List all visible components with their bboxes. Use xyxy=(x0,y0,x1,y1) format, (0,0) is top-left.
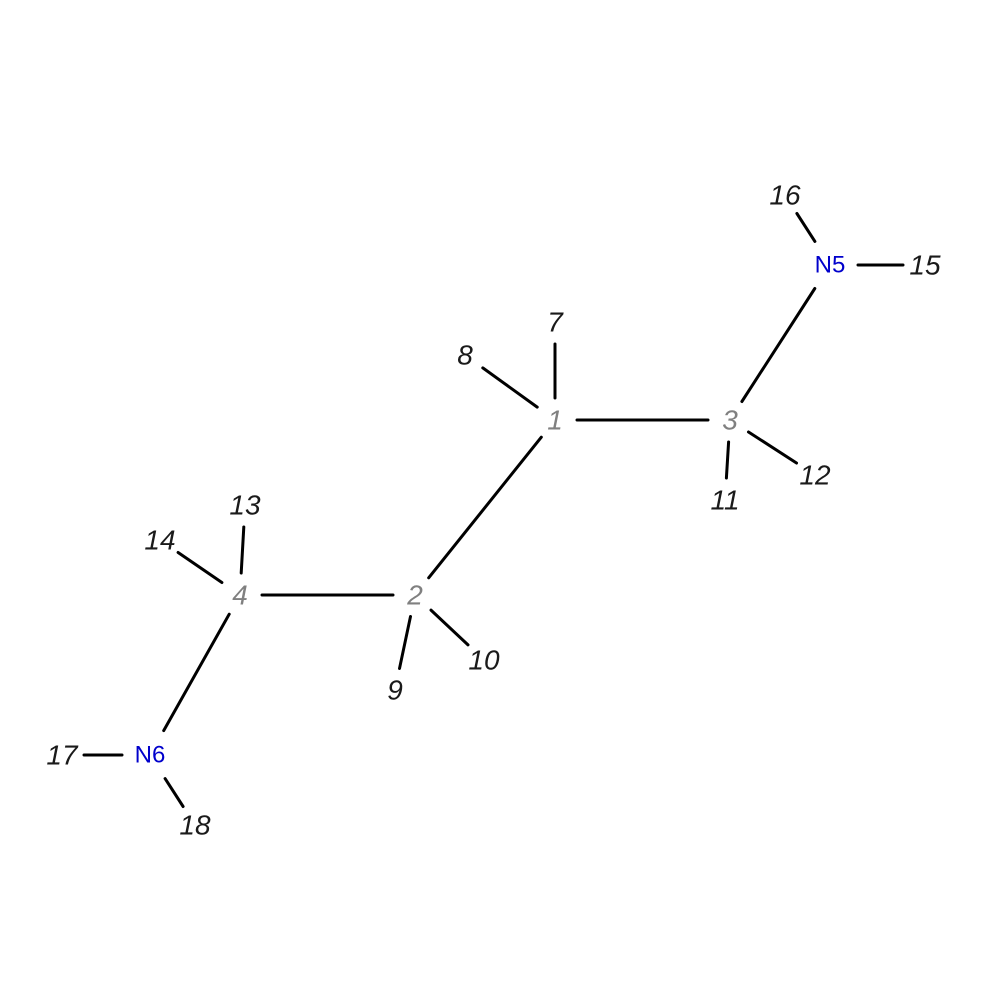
atom-label-h9: 9 xyxy=(387,675,403,706)
atom-label-c3: 3 xyxy=(722,405,738,436)
atom-label-h17: 17 xyxy=(46,740,79,771)
atom-label-c4: 4 xyxy=(232,580,248,611)
labels-group: 1234N5N6789101112131415161718 xyxy=(46,180,941,841)
atom-label-h12: 12 xyxy=(799,460,831,491)
atom-label-c2: 2 xyxy=(406,580,423,611)
atom-label-n6: N6 xyxy=(135,742,166,769)
bond xyxy=(749,432,797,463)
atom-label-h13: 13 xyxy=(229,490,261,521)
bond xyxy=(431,610,468,645)
bond xyxy=(241,527,244,573)
chemical-structure-diagram: 1234N5N6789101112131415161718 xyxy=(0,0,1000,1000)
atom-label-h16: 16 xyxy=(769,180,801,211)
atom-label-c1: 1 xyxy=(547,405,563,436)
atom-label-h14: 14 xyxy=(144,525,175,556)
bond xyxy=(797,214,815,242)
bond xyxy=(400,617,411,669)
atom-label-h11: 11 xyxy=(710,485,739,516)
atom-label-h15: 15 xyxy=(909,250,941,281)
bond xyxy=(164,614,230,730)
bonds-group xyxy=(84,214,903,807)
bond xyxy=(483,368,537,407)
atom-label-h7: 7 xyxy=(547,307,564,338)
bond xyxy=(178,553,222,583)
atom-label-h8: 8 xyxy=(457,340,473,371)
bond xyxy=(726,442,728,478)
atom-label-n5: N5 xyxy=(815,252,846,279)
atom-label-h10: 10 xyxy=(468,645,500,676)
atom-label-h18: 18 xyxy=(179,810,211,841)
bond xyxy=(742,289,815,402)
bond xyxy=(429,437,542,578)
bond xyxy=(165,779,183,807)
